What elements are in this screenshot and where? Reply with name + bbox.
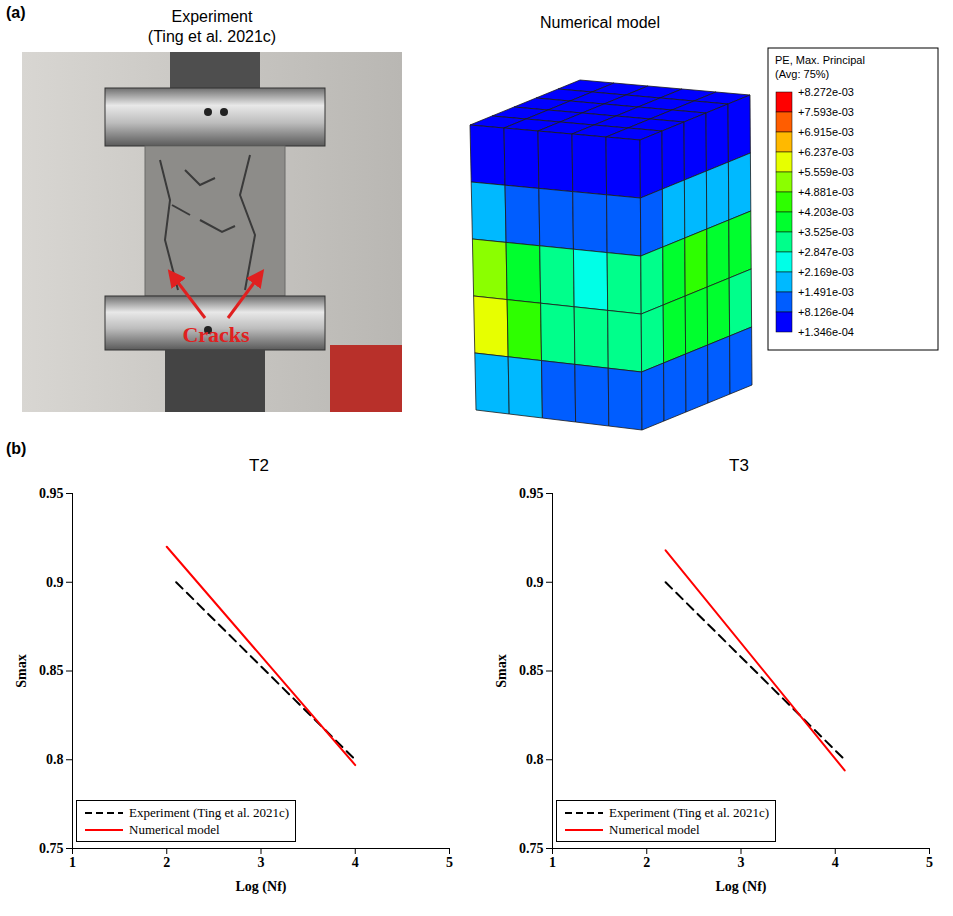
svg-text:1: 1 [549, 855, 556, 870]
svg-text:Smax: Smax [14, 654, 29, 687]
svg-text:2: 2 [643, 855, 650, 870]
svg-text:(Avg: 75%): (Avg: 75%) [775, 68, 829, 80]
svg-text:Log (Nf): Log (Nf) [716, 879, 767, 895]
svg-text:0.9: 0.9 [46, 575, 64, 590]
svg-text:0.8: 0.8 [46, 752, 64, 767]
svg-text:+2.847e-03: +2.847e-03 [798, 246, 854, 258]
svg-text:Log (Nf): Log (Nf) [236, 879, 287, 895]
svg-text:Numerical model: Numerical model [540, 14, 660, 31]
svg-text:+6.915e-03: +6.915e-03 [798, 126, 854, 138]
svg-text:0.8: 0.8 [526, 752, 544, 767]
svg-text:+1.346e-04: +1.346e-04 [798, 326, 854, 338]
svg-text:0.85: 0.85 [39, 663, 64, 678]
svg-text:3: 3 [738, 855, 745, 870]
svg-text:+5.559e-03: +5.559e-03 [798, 166, 854, 178]
svg-text:0.95: 0.95 [519, 486, 544, 501]
svg-text:+8.272e-03: +8.272e-03 [798, 86, 854, 98]
html-text:Numerical model: Numerical model [129, 821, 220, 837]
svg-text:+1.491e-03: +1.491e-03 [798, 286, 854, 298]
svg-text:0.9: 0.9 [526, 575, 544, 590]
svg-text:4: 4 [832, 855, 839, 870]
html-text:Experiment (Ting et al. 2021c): Experiment (Ting et al. 2021c) [609, 804, 770, 820]
html-text:T3: T3 [729, 456, 749, 475]
svg-text:+4.203e-03: +4.203e-03 [798, 206, 854, 218]
svg-text:+3.525e-03: +3.525e-03 [798, 226, 854, 238]
svg-text:Experiment: Experiment [172, 8, 253, 25]
html-text:Numerical model: Numerical model [609, 821, 700, 837]
svg-text:(a): (a) [6, 4, 26, 21]
svg-text:5: 5 [926, 855, 933, 870]
svg-text:+2.169e-03: +2.169e-03 [798, 266, 854, 278]
svg-text:3: 3 [258, 855, 265, 870]
html-text:(b): (b) [6, 440, 27, 457]
svg-text:+4.881e-03: +4.881e-03 [798, 186, 854, 198]
svg-text:+8.126e-04: +8.126e-04 [798, 306, 854, 318]
html-text:Experiment (Ting et al. 2021c): Experiment (Ting et al. 2021c) [129, 804, 290, 820]
svg-text:0.85: 0.85 [519, 663, 544, 678]
svg-text:PE, Max. Principal: PE, Max. Principal [775, 54, 865, 66]
svg-text:0.75: 0.75 [519, 841, 544, 856]
svg-text:(Ting et al. 2021c): (Ting et al. 2021c) [148, 28, 276, 45]
svg-text:5: 5 [446, 855, 453, 870]
svg-text:+6.237e-03: +6.237e-03 [798, 146, 854, 158]
svg-text:1: 1 [69, 855, 76, 870]
svg-text:0.95: 0.95 [39, 486, 64, 501]
html-text:T2: T2 [249, 456, 269, 475]
svg-text:Smax: Smax [494, 654, 509, 687]
svg-text:Cracks: Cracks [182, 322, 250, 347]
svg-text:0.75: 0.75 [39, 841, 64, 856]
svg-text:+7.593e-03: +7.593e-03 [798, 106, 854, 118]
svg-text:4: 4 [352, 855, 359, 870]
svg-text:2: 2 [163, 855, 170, 870]
